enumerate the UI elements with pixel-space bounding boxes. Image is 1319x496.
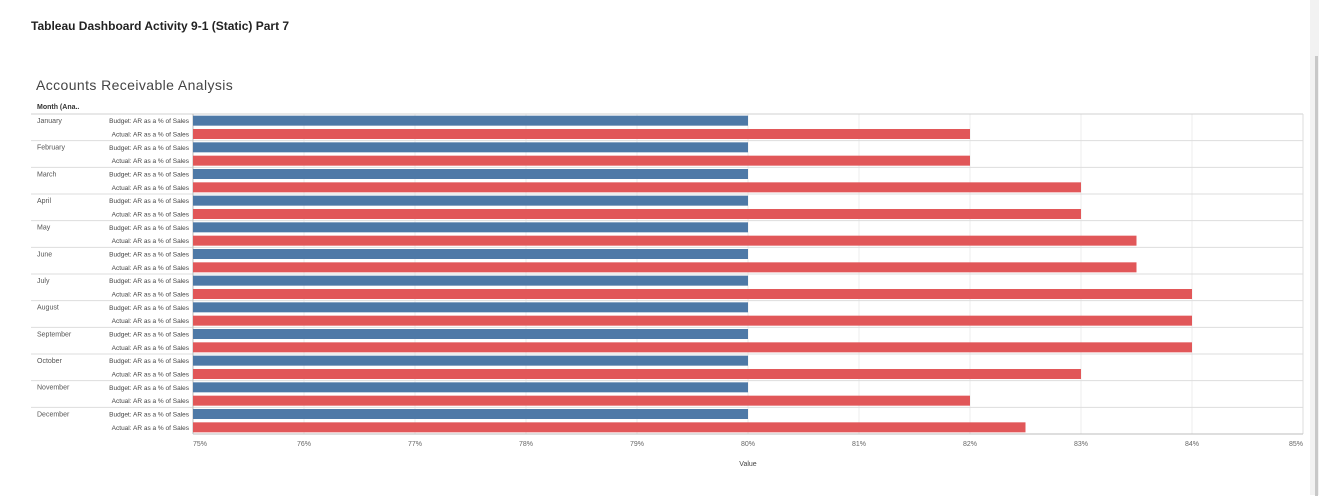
month-label: July: [37, 278, 50, 285]
measure-label: Budget: AR as a % of Sales: [109, 412, 190, 419]
bar-budget-september: [193, 329, 748, 339]
bar-budget-february: [193, 142, 748, 153]
x-tick-label: 85%: [1289, 441, 1303, 448]
bar-budget-april: [193, 195, 748, 206]
bar-actual-august: [193, 315, 1192, 326]
measure-label: Actual: AR as a % of Sales: [112, 132, 190, 139]
x-axis-title: Value: [739, 461, 756, 468]
bar-actual-june: [193, 262, 1137, 273]
bar-actual-april: [193, 209, 1081, 219]
bar-budget-march: [193, 169, 748, 179]
month-label: February: [37, 145, 66, 152]
measure-label: Budget: AR as a % of Sales: [109, 358, 190, 365]
measure-label: Actual: AR as a % of Sales: [112, 158, 190, 165]
x-tick-label: 82%: [963, 441, 977, 448]
measure-label: Actual: AR as a % of Sales: [112, 265, 190, 272]
row-header-month[interactable]: Month (Ana..: [37, 104, 80, 111]
x-tick-label: 79%: [630, 441, 644, 448]
month-label: April: [37, 198, 51, 205]
measure-label: Budget: AR as a % of Sales: [109, 225, 190, 232]
x-tick-label: 77%: [408, 441, 422, 448]
measure-label: Actual: AR as a % of Sales: [112, 292, 190, 299]
measure-label: Actual: AR as a % of Sales: [112, 345, 190, 352]
month-label: March: [37, 171, 57, 178]
bar-actual-october: [193, 369, 1081, 379]
measure-label: Actual: AR as a % of Sales: [112, 372, 190, 379]
bar-actual-january: [193, 129, 970, 139]
x-tick-label: 83%: [1074, 441, 1088, 448]
x-tick-label: 78%: [519, 441, 533, 448]
month-label: December: [37, 411, 70, 418]
bar-budget-november: [193, 382, 748, 393]
bar-budget-october: [193, 355, 748, 366]
x-tick-label: 81%: [852, 441, 866, 448]
month-label: August: [37, 305, 59, 312]
measure-label: Actual: AR as a % of Sales: [112, 185, 190, 192]
bar-budget-july: [193, 275, 748, 286]
bar-actual-may: [193, 235, 1137, 246]
vertical-scrollbar[interactable]: [1310, 0, 1319, 495]
x-tick-label: 76%: [297, 441, 311, 448]
month-label: November: [37, 385, 70, 392]
scrollbar-thumb[interactable]: [1315, 56, 1318, 496]
measure-label: Actual: AR as a % of Sales: [112, 425, 190, 432]
bar-budget-may: [193, 222, 748, 233]
measure-label: Budget: AR as a % of Sales: [109, 385, 190, 392]
measure-label: Budget: AR as a % of Sales: [109, 305, 190, 312]
bar-actual-february: [193, 155, 970, 166]
bar-budget-december: [193, 409, 748, 419]
page-title: Tableau Dashboard Activity 9-1 (Static) …: [31, 19, 290, 33]
measure-label: Budget: AR as a % of Sales: [109, 332, 190, 339]
bar-actual-november: [193, 395, 970, 406]
month-label: January: [37, 118, 62, 125]
month-label: June: [37, 251, 52, 258]
x-tick-label: 75%: [193, 441, 207, 448]
measure-label: Budget: AR as a % of Sales: [109, 278, 190, 285]
bar-budget-august: [193, 302, 748, 313]
measure-label: Budget: AR as a % of Sales: [109, 118, 190, 125]
measure-label: Actual: AR as a % of Sales: [112, 212, 190, 219]
measure-label: Budget: AR as a % of Sales: [109, 252, 190, 259]
chart-title: Accounts Receivable Analysis: [36, 77, 234, 93]
bar-budget-january: [193, 115, 748, 126]
measure-label: Budget: AR as a % of Sales: [109, 145, 190, 152]
month-label: May: [37, 225, 51, 232]
x-tick-label: 84%: [1185, 441, 1199, 448]
measure-label: Actual: AR as a % of Sales: [112, 318, 190, 325]
bar-budget-june: [193, 249, 748, 259]
month-label: September: [37, 331, 72, 338]
measure-label: Budget: AR as a % of Sales: [109, 198, 190, 205]
measure-label: Actual: AR as a % of Sales: [112, 398, 190, 405]
measure-label: Budget: AR as a % of Sales: [109, 172, 190, 179]
x-tick-label: 80%: [741, 441, 755, 448]
month-label: October: [37, 358, 63, 365]
bar-actual-march: [193, 182, 1081, 193]
bar-actual-july: [193, 289, 1192, 299]
bar-actual-september: [193, 342, 1192, 353]
bar-actual-december: [193, 422, 1026, 433]
measure-label: Actual: AR as a % of Sales: [112, 238, 190, 245]
